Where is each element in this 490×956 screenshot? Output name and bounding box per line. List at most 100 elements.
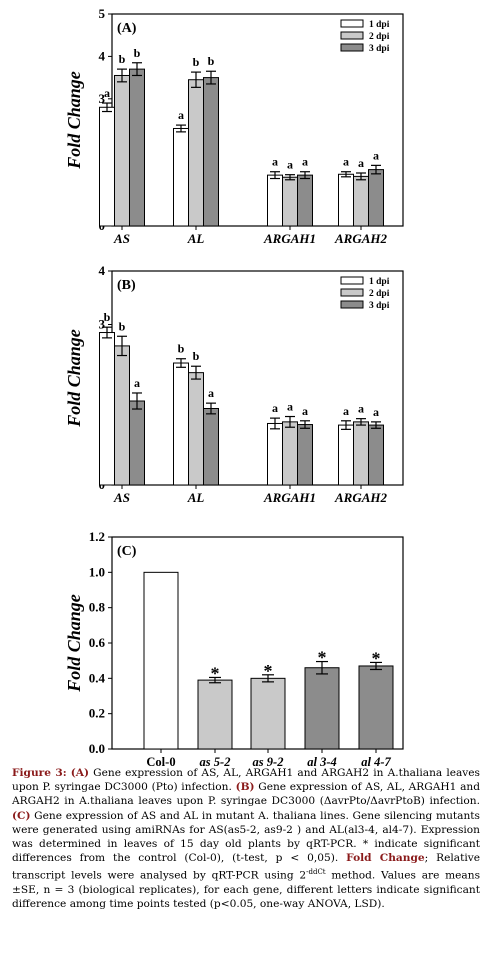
- bar: [99, 332, 115, 486]
- x-tick-label: al 3-4: [307, 755, 337, 766]
- bar: [114, 345, 130, 486]
- bar: [203, 77, 219, 227]
- significance-letter: b: [104, 310, 111, 324]
- panel-tag: (A): [117, 21, 137, 36]
- significance-letter: a: [358, 156, 364, 170]
- y-tick-label: 1.2: [89, 529, 105, 544]
- bar: [353, 175, 369, 227]
- y-tick-label: 0.6: [89, 635, 106, 650]
- bar: [304, 667, 340, 750]
- significance-mark: *: [211, 663, 220, 683]
- legend-label: 3 dpi: [369, 44, 390, 54]
- x-tick-label: AS: [113, 490, 130, 505]
- x-tick-label: as 9-2: [253, 755, 284, 766]
- bar: [203, 407, 219, 486]
- significance-letter: a: [302, 155, 308, 169]
- significance-letter: b: [119, 319, 126, 333]
- caption-fold-change: Fold Change: [346, 852, 425, 865]
- y-tick-label: 3: [99, 91, 106, 106]
- significance-mark: *: [264, 661, 273, 681]
- panel-tag: (B): [117, 278, 136, 293]
- y-tick-label: 4: [99, 48, 106, 63]
- bar: [267, 422, 283, 486]
- legend-swatch: [340, 276, 364, 285]
- bar: [143, 571, 179, 750]
- legend-label: 2 dpi: [369, 289, 390, 299]
- legend-label: 1 dpi: [369, 277, 390, 287]
- chart-panel-1: 012345Fold Change(A)ASabbALabbARGAH1aaaA…: [64, 6, 404, 246]
- y-axis-label: Fold Change: [64, 594, 84, 693]
- bar: [297, 174, 313, 227]
- x-tick-label: ARGAH1: [263, 231, 316, 246]
- significance-letter: b: [208, 54, 215, 68]
- figure-caption: Figure 3: (A) Gene expression of AS, AL,…: [12, 766, 480, 912]
- caption-text-end: method. Values are means ±SE, n = 3 (bio…: [12, 869, 481, 911]
- legend-swatch: [340, 300, 364, 309]
- x-tick-label: al 4-7: [361, 755, 391, 766]
- bar: [173, 127, 189, 227]
- significance-letter: b: [119, 52, 126, 66]
- y-tick-label: 0.2: [89, 706, 105, 721]
- significance-letter: a: [287, 158, 293, 172]
- chart-panel-3: 0.0 0.2 0.4 0.6 0.8 1.0 1.2 Fold Change (C) Col-0…: [64, 529, 404, 766]
- caption-tag-c: (C): [12, 809, 31, 822]
- significance-letter: a: [343, 155, 349, 169]
- bar: [250, 677, 286, 750]
- x-tick-label: Col-0: [146, 755, 175, 766]
- bar: [129, 68, 145, 227]
- bar: [282, 421, 298, 486]
- legend-swatch: [340, 31, 364, 40]
- x-tick-label: ARGAH2: [334, 490, 388, 505]
- caption-text-fc: ; Relative transcript levels were analys…: [12, 852, 480, 882]
- bar: [114, 74, 130, 227]
- significance-letter: a: [302, 404, 308, 418]
- bar: [188, 372, 204, 486]
- bar: [368, 424, 384, 486]
- bar: [297, 424, 313, 486]
- x-tick-label: AL: [187, 490, 205, 505]
- significance-letter: a: [358, 402, 364, 416]
- significance-letter: a: [373, 148, 379, 162]
- y-tick-label: 1.0: [89, 564, 105, 579]
- bar: [338, 424, 354, 486]
- x-tick-label: ARGAH2: [334, 231, 388, 246]
- y-axis-label: Fold Change: [64, 329, 84, 428]
- bar: [353, 421, 369, 486]
- significance-letter: b: [178, 342, 185, 356]
- x-tick-label: as 5-2: [200, 755, 231, 766]
- significance-letter: a: [287, 400, 293, 414]
- figure-charts: 012345Fold Change(A)ASabbALabbARGAH1aaaA…: [64, 6, 404, 766]
- bar: [358, 665, 394, 750]
- caption-label: Figure 3:: [12, 767, 67, 779]
- caption-tag-b: (B): [235, 781, 255, 794]
- bar: [267, 174, 283, 227]
- significance-mark: *: [372, 648, 381, 668]
- significance-mark: *: [318, 648, 327, 668]
- legend-swatch: [340, 19, 364, 28]
- caption-tag-a: (A): [70, 767, 90, 779]
- bar: [188, 79, 204, 227]
- significance-letter: a: [373, 405, 379, 419]
- significance-letter: a: [343, 404, 349, 418]
- legend-swatch: [340, 288, 364, 297]
- caption-text-b: Gene expression of AS, AL, ARGAH1 and AR…: [12, 781, 480, 808]
- legend-label: 2 dpi: [369, 32, 390, 42]
- y-tick-label: 0.4: [89, 670, 106, 685]
- y-tick-label: 3: [99, 317, 106, 332]
- bar: [197, 679, 233, 750]
- significance-letter: b: [193, 55, 200, 69]
- bar: [173, 362, 189, 486]
- caption-superscript: -ddCt: [306, 868, 326, 877]
- significance-letter: a: [178, 108, 184, 122]
- y-tick-label: 5: [99, 6, 106, 21]
- x-tick-label: ARGAH1: [263, 490, 316, 505]
- significance-letter: a: [272, 401, 278, 415]
- panel-tag: (C): [117, 544, 137, 559]
- bar: [129, 400, 145, 486]
- legend-swatch: [340, 43, 364, 52]
- significance-letter: b: [193, 349, 200, 363]
- y-tick-label: 4: [99, 263, 106, 278]
- bar: [338, 173, 354, 227]
- significance-letter: a: [134, 376, 140, 390]
- caption-text-c: Gene expression of AS and AL in mutant A…: [12, 809, 480, 865]
